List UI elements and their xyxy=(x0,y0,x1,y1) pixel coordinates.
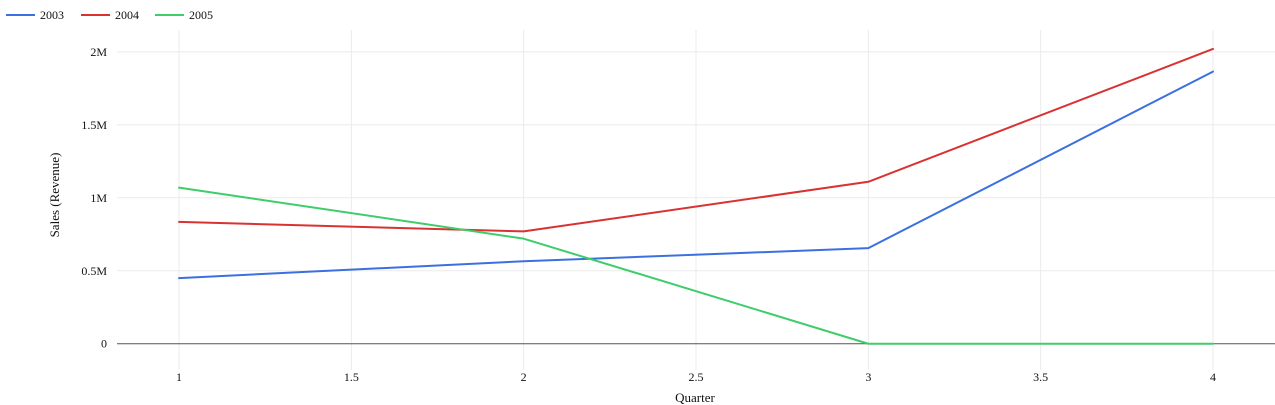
axis-layer: 1 1.5 2 2.5 3 3.5 4 0 0.5M 1M 1.5M 2M xyxy=(81,45,1216,384)
x-tick-label: 2.5 xyxy=(689,370,704,384)
y-axis-title: Sales (Revenue) xyxy=(47,153,62,238)
y-tick-label: 2M xyxy=(90,45,107,59)
x-tick-label: 2 xyxy=(521,370,527,384)
legend-item-2004[interactable]: 2004 xyxy=(81,8,139,22)
series-line-2004 xyxy=(178,47,1214,233)
legend-label: 2004 xyxy=(115,8,139,22)
x-tick-label: 3 xyxy=(865,370,871,384)
x-tick-label: 3.5 xyxy=(1033,370,1048,384)
legend: 2003 2004 2005 xyxy=(6,8,213,22)
x-tick-label: 1 xyxy=(176,370,182,384)
series-layer xyxy=(178,47,1214,345)
series-line-2005 xyxy=(178,186,1214,345)
legend-item-2003[interactable]: 2003 xyxy=(6,8,64,22)
y-tick-label: 1.5M xyxy=(81,118,107,132)
x-axis-title: Quarter xyxy=(675,390,715,405)
grid-layer xyxy=(117,30,1275,370)
series-line-2003 xyxy=(178,70,1214,280)
y-tick-label: 0 xyxy=(101,337,107,351)
x-tick-label: 4 xyxy=(1210,370,1216,384)
y-tick-label: 1M xyxy=(90,191,107,205)
x-tick-label: 1.5 xyxy=(344,370,359,384)
legend-label: 2003 xyxy=(40,8,64,22)
legend-item-2005[interactable]: 2005 xyxy=(155,8,213,22)
y-tick-label: 0.5M xyxy=(81,264,107,278)
legend-label: 2005 xyxy=(189,8,213,22)
